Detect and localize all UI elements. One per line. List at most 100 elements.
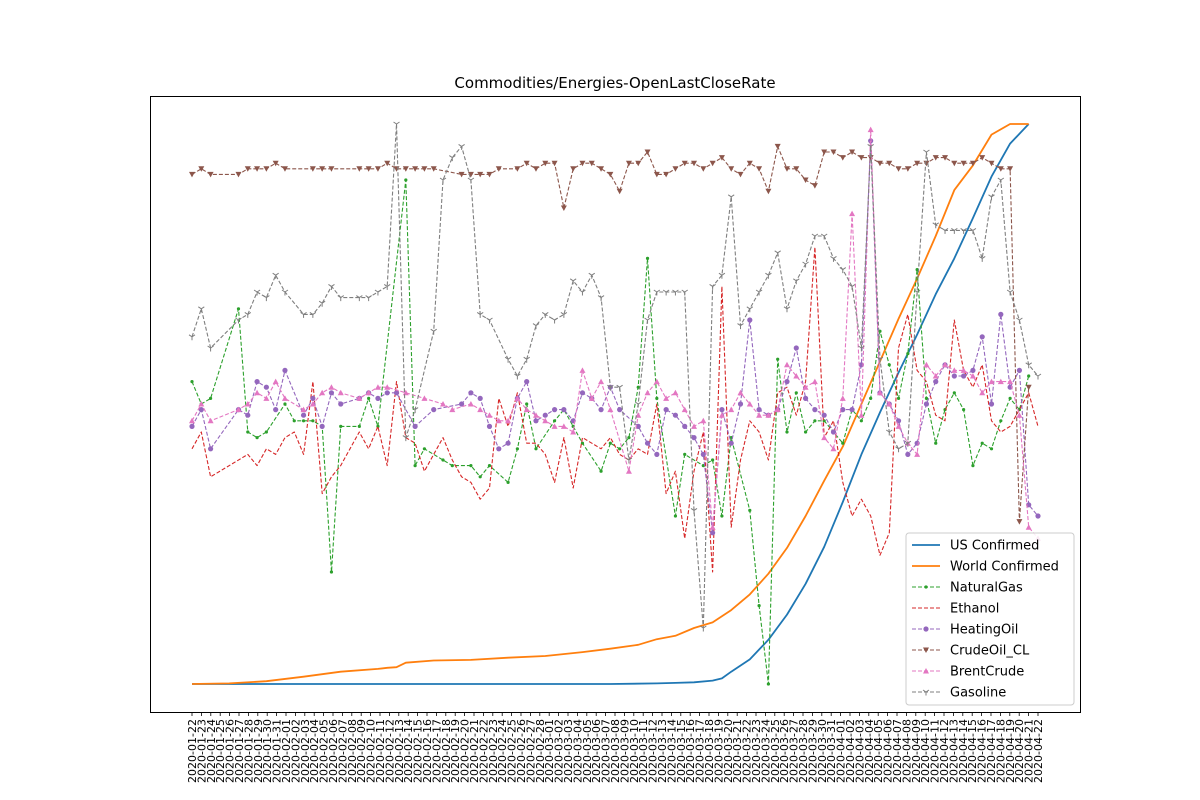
point-naturalgas: [599, 469, 603, 473]
point-naturalgas: [246, 430, 250, 434]
point-naturalgas: [1008, 396, 1012, 400]
point-crudeoil-cl: [402, 166, 409, 172]
x-tick-label: 2020-03-18: [703, 719, 716, 783]
point-brentcrude: [514, 395, 521, 401]
x-tick-label: 2020-03-23: [750, 719, 763, 783]
point-brentcrude: [1016, 412, 1023, 418]
x-tick-label: 2020-01-25: [214, 719, 227, 783]
x-tick-label: 2020-03-31: [825, 719, 838, 783]
point-naturalgas: [339, 424, 343, 428]
point-gasoline: [514, 373, 521, 380]
point-brentcrude: [421, 395, 428, 401]
x-tick-label: 2020-04-22: [1032, 719, 1045, 783]
point-naturalgas: [766, 682, 770, 686]
point-heatingoil: [533, 418, 539, 424]
point-naturalgas: [924, 396, 929, 400]
point-brentcrude: [728, 406, 735, 413]
x-tick-label: 2020-02-26: [515, 719, 528, 783]
point-brentcrude: [849, 210, 856, 217]
x-tick-label: 2020-03-05: [581, 719, 594, 783]
legend-item-crudeoil-cl: CrudeOil_CL: [912, 644, 1030, 659]
point-brentcrude: [505, 417, 512, 424]
point-crudeoil-cl: [951, 160, 958, 167]
point-heatingoil: [189, 423, 195, 429]
x-tick-label: 2020-02-16: [421, 719, 434, 783]
point-heatingoil: [700, 451, 706, 457]
point-crudeoil-cl: [718, 155, 725, 161]
legend-marker: [924, 585, 928, 589]
point-brentcrude: [449, 406, 456, 413]
point-crudeoil-cl: [653, 171, 660, 178]
legend-box: [905, 532, 1075, 706]
point-crudeoil-cl: [979, 155, 986, 161]
line-ethanol: [191, 246, 1039, 573]
x-tick-label: 2020-04-03: [853, 719, 866, 783]
point-crudeoil-cl: [467, 171, 474, 178]
point-naturalgas: [962, 408, 966, 412]
point-gasoline: [374, 289, 382, 296]
point-heatingoil: [784, 379, 790, 385]
point-naturalgas: [413, 464, 417, 468]
x-tick-label: 2020-02-17: [430, 719, 443, 783]
point-naturalgas: [952, 391, 956, 395]
legend-label: Gasoline: [950, 686, 1006, 701]
x-tick-label: 2020-02-15: [412, 719, 425, 783]
point-brentcrude: [932, 373, 939, 379]
point-naturalgas: [469, 464, 473, 468]
legend-label: CrudeOil_CL: [950, 644, 1030, 659]
point-heatingoil: [849, 407, 855, 413]
point-crudeoil-cl: [942, 155, 949, 161]
x-tick-label: 2020-03-13: [656, 719, 669, 783]
point-naturalgas: [264, 430, 268, 434]
point-gasoline: [885, 429, 893, 436]
point-crudeoil-cl: [858, 155, 865, 161]
point-brentcrude: [542, 417, 549, 424]
point-brentcrude: [356, 395, 363, 401]
point-brentcrude: [663, 395, 670, 401]
point-gasoline: [393, 121, 400, 128]
series-gasoline: [188, 121, 1042, 632]
point-gasoline: [244, 311, 252, 318]
point-gasoline: [793, 278, 800, 285]
x-tick-label: 2020-02-05: [318, 719, 331, 783]
point-heatingoil: [933, 379, 939, 385]
x-tick-label: 2020-04-13: [947, 719, 960, 783]
x-tick-label: 2020-02-21: [468, 719, 481, 783]
x-tick-label: 2020-02-10: [365, 719, 378, 783]
series-crudeoil-cl: [189, 143, 1032, 525]
point-gasoline: [569, 278, 577, 285]
point-gasoline: [755, 289, 763, 296]
point-gasoline: [309, 311, 317, 318]
point-heatingoil: [245, 412, 251, 418]
point-brentcrude: [207, 417, 214, 424]
point-naturalgas: [552, 419, 557, 423]
point-heatingoil: [319, 423, 325, 429]
point-crudeoil-cl: [235, 171, 242, 178]
point-brentcrude: [756, 412, 763, 418]
x-tick-label: 2020-02-20: [459, 719, 472, 783]
point-gasoline: [634, 401, 642, 408]
point-naturalgas: [776, 357, 780, 361]
point-gasoline: [997, 177, 1005, 184]
x-tick-label: 2020-04-12: [938, 719, 951, 783]
x-tick-label: 2020-03-17: [694, 719, 707, 783]
point-crudeoil-cl: [542, 160, 549, 167]
point-gasoline: [737, 323, 744, 330]
point-gasoline: [830, 255, 837, 262]
point-gasoline: [476, 311, 484, 318]
point-brentcrude: [681, 406, 688, 413]
point-crudeoil-cl: [635, 160, 642, 167]
x-tick-label: 2020-02-14: [402, 719, 415, 783]
point-heatingoil: [654, 451, 660, 457]
point-brentcrude: [895, 423, 902, 429]
series-heatingoil: [189, 138, 1041, 536]
point-heatingoil: [617, 407, 623, 413]
point-heatingoil: [802, 395, 809, 401]
x-tick-label: 2020-02-01: [280, 719, 293, 783]
point-brentcrude: [821, 434, 828, 441]
point-heatingoil: [254, 379, 260, 385]
point-heatingoil: [561, 407, 567, 413]
point-brentcrude: [198, 401, 205, 407]
point-heatingoil: [412, 423, 418, 429]
